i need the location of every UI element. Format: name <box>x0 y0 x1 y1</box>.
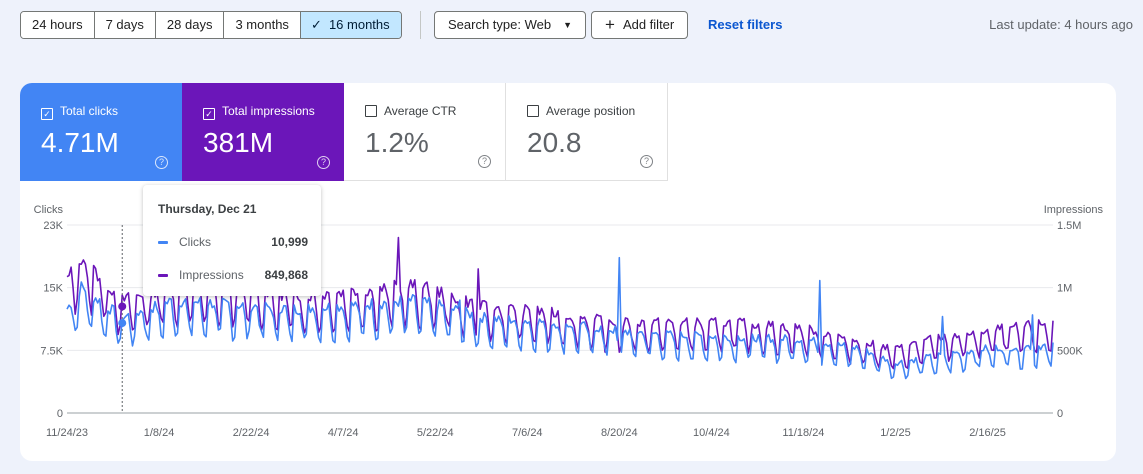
y-left-tick-label: 23K <box>43 220 63 232</box>
metric-value: 1.2% <box>365 127 429 158</box>
x-tick-label: 11/24/23 <box>46 427 88 439</box>
range-option-label: 3 months <box>235 17 289 32</box>
add-filter-label: Add filter <box>622 17 675 32</box>
x-tick-label: 5/22/24 <box>417 427 454 439</box>
x-tick-label: 1/8/24 <box>144 427 175 439</box>
metric-total-clicks[interactable]: ✓ Total clicks 4.71M ? <box>20 83 182 181</box>
metric-average-ctr[interactable]: Average CTR 1.2% ? <box>344 83 506 181</box>
toolbar-divider <box>420 11 421 39</box>
y-left-tick-label: 7.5K <box>40 345 63 357</box>
x-tick-label: 2/16/25 <box>969 427 1006 439</box>
tooltip-row-clicks: Clicks 10,999 <box>158 235 308 251</box>
tooltip-series-name: Clicks <box>179 235 211 249</box>
performance-card: ✓ Total clicks 4.71M ? ✓ Total impressions… <box>20 83 1116 461</box>
metric-value: 20.8 <box>527 127 582 158</box>
metric-label: Average CTR <box>384 104 457 118</box>
search-type-label: Search type: Web <box>448 17 552 32</box>
y-left-axis-label: Clicks <box>34 204 64 216</box>
tooltip-row-impressions: Impressions 849,868 <box>158 268 308 284</box>
help-icon[interactable]: ? <box>155 156 168 169</box>
add-filter-button[interactable]: + Add filter <box>591 11 689 39</box>
range-option-7-days[interactable]: 7 days <box>94 12 156 38</box>
range-option-label: 24 hours <box>32 17 83 32</box>
range-option-24-hours[interactable]: 24 hours <box>21 12 95 38</box>
checkbox-unchecked-icon[interactable] <box>365 105 377 117</box>
search-type-dropdown[interactable]: Search type: Web ▼ <box>434 11 587 39</box>
performance-chart[interactable]: 0 7.5K 15K 23K 0 500K 1M 1.5M Clicks Impressions 1… <box>20 83 1116 461</box>
checkbox-unchecked-icon[interactable] <box>527 105 539 117</box>
reset-filters-link[interactable]: Reset filters <box>708 17 783 32</box>
help-icon[interactable]: ? <box>478 155 491 168</box>
x-tick-label: 10/4/24 <box>693 427 730 439</box>
tooltip-series-name: Impressions <box>179 268 244 282</box>
chart-tooltip: Thursday, Dec 21 Clicks 10,999 Impressio… <box>143 185 321 296</box>
caret-down-icon: ▼ <box>563 20 573 30</box>
clicks-swatch <box>158 241 168 244</box>
x-tick-label: 7/6/24 <box>512 427 543 439</box>
range-option-3-months[interactable]: 3 months <box>224 12 301 38</box>
metric-average-position[interactable]: Average position 20.8 ? <box>506 83 668 181</box>
tooltip-date: Thursday, Dec 21 <box>158 202 257 216</box>
x-tick-label: 1/2/25 <box>880 427 911 439</box>
impressions-swatch <box>158 274 168 277</box>
help-icon[interactable]: ? <box>317 156 330 169</box>
range-option-label: 28 days <box>166 17 213 32</box>
x-tick-label: 8/20/24 <box>601 427 638 439</box>
metric-value: 381M <box>203 127 274 158</box>
x-tick-label: 11/18/24 <box>782 427 824 439</box>
hover-point-clicks <box>118 319 127 328</box>
metric-label: Total clicks <box>60 104 119 118</box>
plus-icon: + <box>605 15 615 34</box>
checkbox-checked-icon[interactable]: ✓ <box>41 108 53 120</box>
last-update-text: Last update: 4 hours ago <box>989 17 1133 32</box>
range-option-28-days[interactable]: 28 days <box>155 12 225 38</box>
y-right-tick-label: 0 <box>1057 408 1063 420</box>
y-left-tick-label: 0 <box>57 408 63 420</box>
metric-total-impressions[interactable]: ✓ Total impressions 381M ? <box>182 83 344 181</box>
tooltip-series-value: 10,999 <box>271 235 308 249</box>
metric-value: 4.71M <box>41 127 119 158</box>
date-range-selector: 24 hours 7 days 28 days 3 months ✓ 16 months <box>20 11 402 39</box>
metric-label: Total impressions <box>222 104 315 118</box>
toolbar: 24 hours 7 days 28 days 3 months ✓ 16 months … <box>20 11 1133 39</box>
y-left-tick-label: 15K <box>43 283 63 295</box>
y-right-tick-label: 1.5M <box>1057 220 1081 232</box>
help-icon[interactable]: ? <box>640 155 653 168</box>
hover-point-impressions <box>118 302 127 311</box>
tooltip-series-value: 849,868 <box>264 268 308 282</box>
series-line-clicks <box>66 256 1054 380</box>
x-tick-label: 4/7/24 <box>328 427 359 439</box>
x-tick-label: 2/22/24 <box>233 427 270 439</box>
checkbox-checked-icon[interactable]: ✓ <box>203 108 215 120</box>
y-right-tick-label: 1M <box>1057 283 1072 295</box>
check-icon: ✓ <box>310 17 322 32</box>
range-option-label: 16 months <box>328 17 390 32</box>
y-right-tick-label: 500K <box>1057 345 1083 357</box>
range-option-16-months[interactable]: ✓ 16 months <box>300 12 401 38</box>
range-option-label: 7 days <box>105 17 144 32</box>
y-right-axis-label: Impressions <box>1044 204 1104 216</box>
metric-label: Average position <box>546 104 636 118</box>
